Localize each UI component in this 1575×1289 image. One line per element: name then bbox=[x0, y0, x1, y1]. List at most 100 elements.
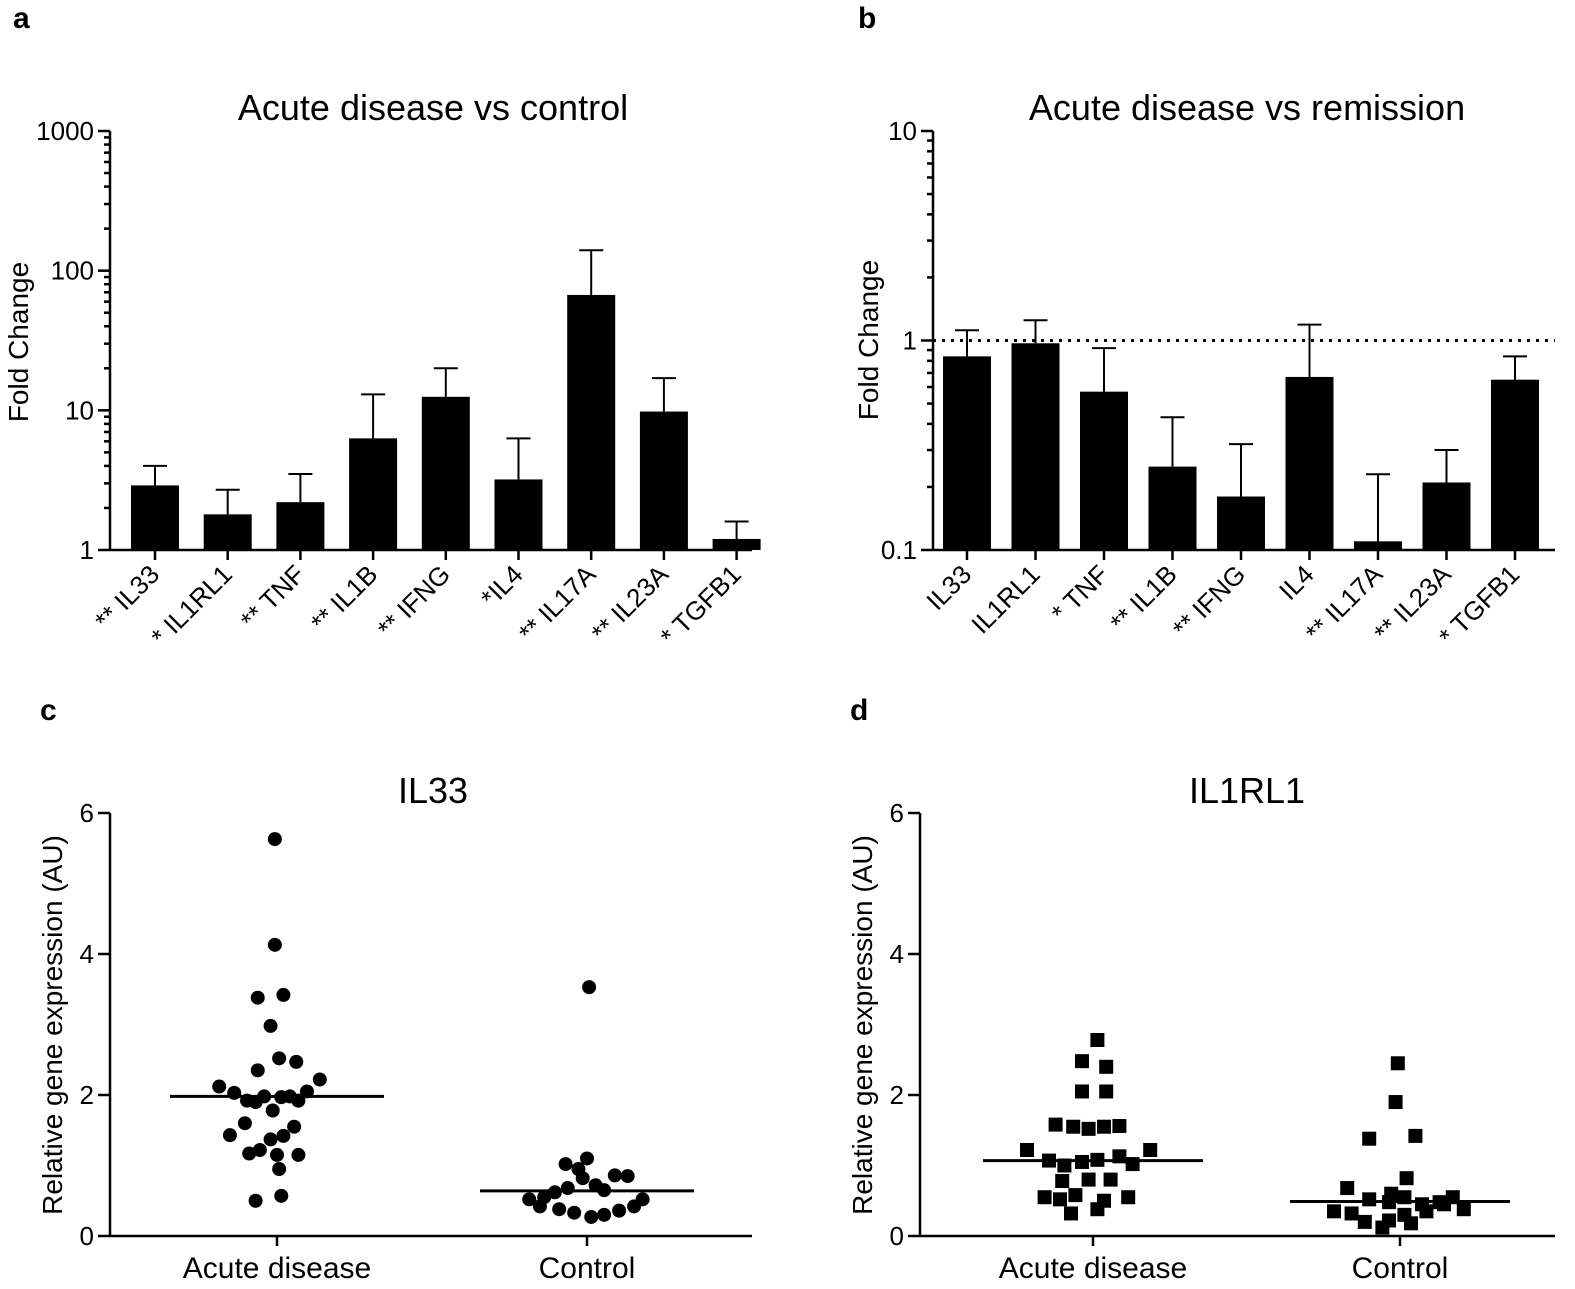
panel-a-y-tick-label: 10 bbox=[65, 395, 94, 425]
panel-d-data-point bbox=[1103, 1172, 1118, 1187]
panel-b-bar bbox=[1285, 376, 1334, 550]
panel-c-data-point bbox=[620, 1169, 635, 1184]
panel-c-data-point bbox=[584, 1209, 599, 1224]
panel-a-bar bbox=[567, 294, 616, 550]
panel-letter-b: b bbox=[858, 2, 876, 35]
panel-c-data-point bbox=[558, 1157, 573, 1172]
panel-d-data-point bbox=[1090, 1202, 1105, 1217]
panel-d-data-point bbox=[1327, 1204, 1341, 1219]
panel-a-bar-chart: Acute disease vs control Fold Change 1 10… bbox=[3, 87, 761, 652]
panel-d-data-point bbox=[1037, 1190, 1052, 1205]
panel-c-y-axis: 0 2 4 6 bbox=[80, 798, 752, 1251]
panel-c-title: IL33 bbox=[398, 770, 468, 811]
panel-a-y-tick-label: 100 bbox=[51, 256, 94, 286]
panel-d-data-point bbox=[1068, 1188, 1083, 1203]
panel-b-title: Acute disease vs remission bbox=[1029, 87, 1465, 128]
panel-c-data-point bbox=[635, 1192, 650, 1207]
panel-d-data-point bbox=[1081, 1121, 1096, 1136]
panel-d-data-point bbox=[1388, 1095, 1403, 1110]
panel-a-bar bbox=[276, 502, 325, 550]
panel-a-bars bbox=[131, 249, 761, 550]
panel-c-data-point bbox=[607, 1168, 622, 1183]
panel-c-y-axis-label: Relative gene expression (AU) bbox=[37, 835, 68, 1215]
panel-b-x-tick-label: ** IFNG bbox=[1167, 559, 1252, 644]
panel-d-y-tick-label: 4 bbox=[890, 939, 904, 969]
panel-b-bar-chart: Acute disease vs remission Fold Change 0… bbox=[853, 87, 1555, 651]
panel-d-data-point bbox=[1099, 1084, 1114, 1099]
panel-b-bars bbox=[943, 319, 1539, 550]
panel-d-data-point bbox=[1340, 1181, 1355, 1196]
panel-a-x-tick-label: ** IFNG bbox=[371, 559, 456, 644]
panel-d-data-point bbox=[1090, 1033, 1105, 1048]
panel-d-data-point bbox=[1357, 1214, 1372, 1229]
panel-c-x-tick-labels: Acute disease Control bbox=[183, 1236, 636, 1285]
panel-c-data-point bbox=[263, 1132, 278, 1147]
panel-c-data-point bbox=[312, 1072, 327, 1087]
panel-letter-a: a bbox=[13, 2, 30, 35]
panel-b-bar bbox=[1011, 343, 1060, 550]
panel-c-y-tick-label: 6 bbox=[80, 798, 94, 828]
panel-b-y-tick-label: 0.1 bbox=[881, 535, 917, 565]
panel-b-bar bbox=[1217, 496, 1265, 550]
panel-c-data-point bbox=[597, 1207, 612, 1222]
panel-a-x-tick-label: ** IL17A bbox=[513, 559, 602, 648]
panel-c-data-point bbox=[250, 1063, 265, 1078]
panel-c-data-point bbox=[560, 1181, 575, 1196]
panel-c-data-point bbox=[265, 1103, 280, 1118]
panel-d-x-tick-label: Acute disease bbox=[999, 1252, 1187, 1285]
panel-a-bar bbox=[131, 485, 179, 550]
panel-b-x-tick-label: IL1RL1 bbox=[965, 559, 1045, 639]
panel-b-y-tick-label: 1 bbox=[903, 326, 917, 356]
panel-c-data-point bbox=[580, 1151, 594, 1166]
panel-c-data-point bbox=[276, 1128, 291, 1143]
panel-d-points bbox=[983, 1033, 1510, 1235]
panel-letter-d: d bbox=[850, 694, 868, 727]
panel-d-data-point bbox=[1075, 1054, 1089, 1069]
panel-d-data-point bbox=[1075, 1084, 1089, 1099]
panel-c-scatter-plot: IL33 Relative gene expression (AU) 0246 … bbox=[37, 770, 752, 1285]
panel-c-data-point bbox=[250, 990, 265, 1005]
panel-a-bar bbox=[349, 438, 398, 550]
panel-d-data-point bbox=[1390, 1056, 1405, 1071]
panel-b-bar bbox=[1148, 466, 1197, 550]
panel-a-x-tick-label: ** TNF bbox=[235, 559, 311, 635]
panel-d-data-point bbox=[1456, 1202, 1471, 1217]
panel-d-data-point bbox=[1143, 1142, 1158, 1157]
panel-c-data-point bbox=[212, 1079, 227, 1094]
panel-letter-c: c bbox=[40, 694, 57, 727]
panel-d-data-point bbox=[1437, 1197, 1451, 1212]
panel-d-data-point bbox=[1055, 1174, 1070, 1189]
panel-d-data-point bbox=[1099, 1059, 1114, 1074]
panel-a-x-tick-label: * TGFB1 bbox=[654, 559, 746, 651]
panel-a-x-tick-label: *IL4 bbox=[475, 559, 529, 613]
panel-d-data-point bbox=[1408, 1128, 1423, 1143]
panel-d-data-point bbox=[1064, 1206, 1078, 1221]
panel-a-y-axis-label: Fold Change bbox=[3, 262, 34, 422]
panel-a-y-tick-label: 1000 bbox=[36, 116, 94, 146]
panel-a-x-tick-label: ** IL1B bbox=[305, 559, 383, 637]
panel-c-data-point bbox=[272, 1051, 287, 1066]
panel-c-data-point bbox=[252, 1142, 267, 1157]
panel-a-bar bbox=[639, 411, 688, 550]
panel-c-data-point bbox=[289, 1054, 304, 1069]
panel-a-bar bbox=[712, 538, 761, 550]
panel-b-bar bbox=[1491, 379, 1539, 550]
panel-c-data-point bbox=[267, 832, 282, 847]
panel-d-data-point bbox=[1399, 1171, 1414, 1186]
panel-c-data-point bbox=[575, 1171, 590, 1186]
panel-c-x-tick-label: Control bbox=[539, 1252, 636, 1285]
panel-d-data-point bbox=[1375, 1220, 1390, 1235]
panel-c-data-point bbox=[237, 1116, 252, 1131]
panel-c-data-point bbox=[612, 1203, 627, 1218]
panel-b-x-tick-label: * TNF bbox=[1045, 559, 1114, 628]
panel-d-data-point bbox=[1112, 1119, 1127, 1134]
panel-d-data-point bbox=[1362, 1131, 1377, 1146]
panel-c-data-point bbox=[582, 980, 597, 995]
panel-b-bar bbox=[1422, 482, 1471, 550]
panel-d-data-point bbox=[1362, 1192, 1377, 1207]
panel-a-x-tick-labels: ** IL33* IL1RL1** TNF** IL1B** IFNG *IL4*… bbox=[89, 550, 747, 652]
panel-a-title: Acute disease vs control bbox=[238, 87, 628, 128]
panel-d-y-tick-label: 2 bbox=[890, 1080, 904, 1110]
panel-d-data-point bbox=[1053, 1192, 1067, 1207]
